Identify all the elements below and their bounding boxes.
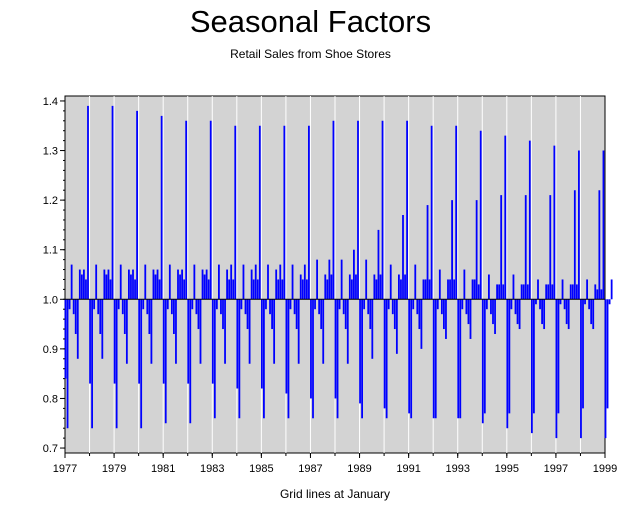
y-tick-label: 0.7 xyxy=(43,443,58,455)
y-tick-label: 0.9 xyxy=(43,344,58,356)
chart-title: Seasonal Factors xyxy=(189,4,432,39)
x-tick-label: 1989 xyxy=(347,463,371,475)
y-tick-label: 1.0 xyxy=(43,294,58,306)
chart-subtitle: Retail Sales from Shoe Stores xyxy=(230,47,391,61)
bar-series xyxy=(64,105,613,439)
y-tick-label: 0.8 xyxy=(43,393,58,405)
x-tick-label: 1999 xyxy=(593,463,617,475)
y-tick-label: 1.1 xyxy=(43,245,58,257)
y-tick-label: 1.2 xyxy=(43,195,58,207)
x-axis: 1977 1979 1981 1983 1985 1987 1989 1991 1993 1995… xyxy=(53,453,617,475)
x-tick-label: 1985 xyxy=(249,463,273,475)
x-tick-label: 1991 xyxy=(396,463,420,475)
x-tick-label: 1993 xyxy=(445,463,469,475)
x-tick-label: 1981 xyxy=(151,463,175,475)
x-tick-label: 1997 xyxy=(544,463,568,475)
x-axis-label: Grid lines at January xyxy=(279,487,391,501)
x-tick-label: 1983 xyxy=(200,463,224,475)
y-tick-label: 1.4 xyxy=(43,96,58,108)
y-tick-label: 1.3 xyxy=(43,146,58,158)
y-axis: 0.7 0.8 0.9 1.0 1.1 1.2 1.3 1.4 xyxy=(43,96,65,455)
x-tick-label: 1987 xyxy=(298,463,322,475)
x-tick-label: 1979 xyxy=(102,463,126,475)
x-tick-label: 1977 xyxy=(53,463,77,475)
x-tick-label: 1995 xyxy=(495,463,519,475)
